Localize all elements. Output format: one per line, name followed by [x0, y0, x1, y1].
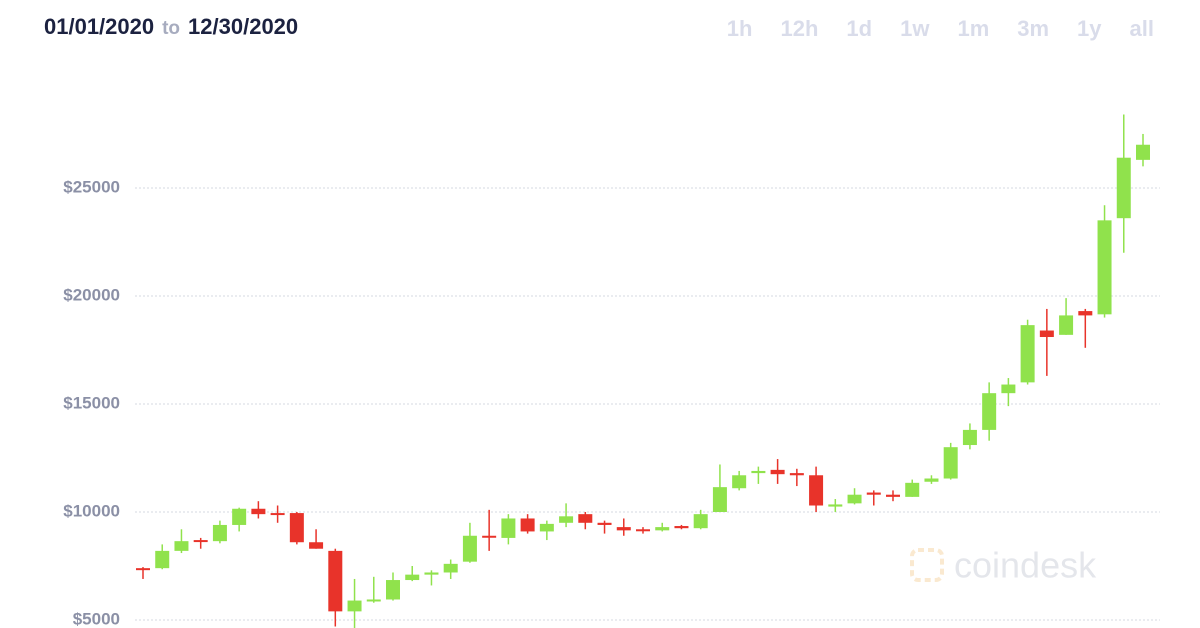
candle-body	[866, 492, 881, 495]
watermark-text: coindesk	[954, 545, 1097, 586]
candle-body	[193, 540, 208, 543]
y-tick-label: $25000	[63, 177, 120, 196]
candle-body	[924, 478, 939, 482]
candle-body	[712, 487, 727, 512]
separator: to	[162, 18, 181, 39]
candle-body	[424, 572, 439, 575]
candle-body	[386, 580, 400, 600]
watermark: coindesk	[910, 545, 1097, 586]
candle-body	[232, 508, 247, 525]
candle-body	[1001, 384, 1016, 394]
candle-body	[270, 513, 285, 516]
y-tick-label: $20000	[63, 285, 120, 304]
candle-body	[962, 429, 977, 446]
candle-body	[828, 504, 843, 507]
candle-body	[636, 529, 650, 532]
y-tick-label: $15000	[63, 393, 120, 412]
candle-body	[809, 475, 824, 506]
candle-body	[501, 518, 516, 538]
candle-body	[443, 563, 458, 573]
candle-body	[405, 574, 420, 581]
range-button[interactable]: 12h	[780, 16, 819, 41]
candle-body	[789, 473, 804, 476]
candle-body	[136, 568, 150, 571]
range-button[interactable]: all	[1129, 16, 1154, 41]
range-button[interactable]: 1y	[1077, 16, 1102, 41]
candle-body	[982, 393, 997, 430]
candle-body	[347, 600, 362, 612]
candle-body	[943, 447, 958, 479]
candle-body	[155, 550, 170, 569]
candle-body	[1039, 330, 1054, 338]
range-button[interactable]: 1d	[846, 16, 873, 41]
range-button[interactable]: 3m	[1017, 16, 1050, 41]
candle-body	[655, 527, 670, 531]
candle-body	[559, 516, 574, 523]
candle-body	[328, 550, 343, 612]
candle-body	[693, 514, 708, 529]
candle-body	[251, 508, 266, 515]
range-buttons: 1h 12h 1d 1w 1m 3m 1y all	[699, 16, 1154, 42]
end-date: 12/30/2020	[188, 14, 299, 39]
candle-body	[616, 527, 631, 531]
y-tick-label: $10000	[63, 501, 120, 520]
candle-body	[751, 470, 766, 474]
candle-body	[1116, 157, 1131, 219]
plot: $5000 $10000 $15000 $20000 $25000	[63, 114, 1160, 628]
candle-body	[770, 469, 785, 475]
candle-body	[174, 541, 189, 551]
candle-body	[212, 524, 227, 542]
range-button[interactable]: 1w	[900, 16, 930, 41]
candle-body	[289, 513, 304, 543]
candle-body	[1097, 220, 1112, 315]
candle-body	[732, 475, 747, 489]
candle-body	[886, 494, 900, 497]
candle-body	[1078, 311, 1093, 316]
range-button[interactable]: 1m	[957, 16, 990, 41]
candle-body	[1136, 144, 1150, 160]
candle-body	[366, 599, 381, 602]
candle-body	[674, 526, 689, 529]
candle-body	[539, 523, 554, 532]
y-tick-label: $5000	[73, 609, 120, 628]
candle-body	[905, 482, 920, 497]
candle-body	[462, 535, 477, 562]
candle-body	[1059, 315, 1074, 335]
candle-body	[578, 514, 593, 523]
start-date: 01/01/2020	[44, 14, 155, 39]
candle-body	[847, 494, 862, 504]
candle-body	[597, 522, 612, 525]
candle-body	[482, 535, 497, 538]
range-button[interactable]: 1h	[726, 16, 753, 41]
candle-body	[309, 542, 324, 549]
date-range: 01/01/2020 to 12/30/2020	[44, 14, 298, 40]
candle-body	[1020, 325, 1035, 383]
candle-body	[520, 518, 535, 532]
